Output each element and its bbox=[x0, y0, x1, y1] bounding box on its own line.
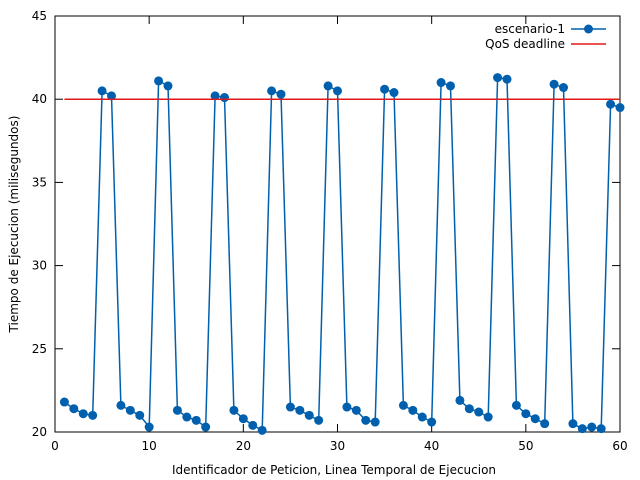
data-point bbox=[333, 86, 342, 96]
legend-label: escenario-1 bbox=[495, 22, 565, 36]
data-point bbox=[191, 415, 201, 425]
data-point bbox=[521, 409, 531, 419]
data-point bbox=[59, 397, 69, 407]
data-point bbox=[483, 412, 493, 422]
data-point bbox=[107, 91, 116, 101]
y-tick-label: 30 bbox=[32, 259, 47, 273]
plot-frame bbox=[54, 15, 621, 433]
data-point bbox=[257, 425, 267, 435]
data-point bbox=[304, 410, 314, 420]
data-point bbox=[530, 414, 540, 424]
data-point bbox=[116, 400, 126, 410]
data-point bbox=[502, 74, 512, 84]
data-point bbox=[163, 81, 173, 91]
data-point bbox=[154, 76, 164, 86]
data-point bbox=[295, 405, 305, 415]
data-point bbox=[464, 404, 474, 414]
data-point bbox=[172, 405, 182, 415]
y-tick-label: 45 bbox=[32, 9, 47, 23]
data-point bbox=[606, 99, 616, 109]
data-point bbox=[267, 86, 277, 96]
data-point bbox=[78, 409, 88, 419]
y-tick-label: 35 bbox=[32, 175, 47, 189]
data-point bbox=[201, 422, 211, 432]
data-point bbox=[474, 407, 484, 417]
y-tick-label: 40 bbox=[32, 92, 47, 106]
y-tick-label: 20 bbox=[32, 425, 47, 439]
data-point bbox=[238, 414, 248, 424]
series-line-escenario-1 bbox=[63, 76, 621, 432]
data-point bbox=[125, 405, 135, 415]
data-point bbox=[285, 402, 295, 412]
x-tick-label: 10 bbox=[142, 439, 157, 453]
x-tick-label: 60 bbox=[612, 439, 627, 453]
data-point bbox=[389, 88, 399, 98]
data-point bbox=[455, 395, 465, 405]
data-point bbox=[559, 83, 568, 93]
data-point bbox=[540, 419, 550, 429]
x-tick-label: 30 bbox=[330, 439, 345, 453]
data-point bbox=[69, 404, 79, 414]
data-point bbox=[436, 78, 446, 88]
data-point bbox=[220, 93, 229, 103]
data-point bbox=[408, 405, 418, 415]
data-point bbox=[493, 73, 503, 83]
data-point bbox=[229, 405, 239, 415]
data-point bbox=[417, 412, 427, 422]
data-point bbox=[587, 422, 597, 432]
legend-swatch-marker bbox=[584, 24, 593, 34]
data-point bbox=[549, 79, 559, 89]
data-point bbox=[248, 420, 258, 430]
data-point bbox=[97, 86, 107, 96]
data-point bbox=[88, 410, 98, 420]
data-point bbox=[577, 424, 587, 434]
y-tick-label: 25 bbox=[32, 342, 47, 356]
data-point bbox=[276, 89, 286, 99]
series-layer bbox=[59, 73, 625, 435]
data-point bbox=[511, 400, 521, 410]
data-point bbox=[323, 81, 333, 91]
x-tick-label: 40 bbox=[424, 439, 439, 453]
data-point bbox=[342, 402, 352, 412]
axes: 0 10 20 30 40 50 60 20 25 30 35 40 45 bbox=[32, 9, 628, 453]
data-point bbox=[182, 412, 192, 422]
data-point bbox=[615, 103, 625, 113]
x-axis-label: Identificador de Peticion, Linea Tempora… bbox=[172, 463, 496, 477]
data-point bbox=[568, 419, 578, 429]
x-tick-label: 0 bbox=[51, 439, 59, 453]
data-point bbox=[210, 91, 220, 101]
data-point bbox=[596, 424, 606, 434]
data-point bbox=[135, 410, 145, 420]
data-point bbox=[351, 405, 361, 415]
y-axis-label: Tiempo de Ejecucion (milisegundos) bbox=[7, 116, 21, 334]
data-point bbox=[380, 84, 390, 94]
x-tick-label: 50 bbox=[518, 439, 533, 453]
data-point bbox=[398, 400, 408, 410]
data-point bbox=[446, 81, 455, 91]
data-point bbox=[361, 415, 371, 425]
x-tick-label: 20 bbox=[236, 439, 251, 453]
data-point bbox=[427, 417, 437, 427]
data-point bbox=[314, 415, 324, 425]
data-point bbox=[370, 417, 380, 427]
legend-label: QoS deadline bbox=[485, 37, 565, 51]
data-point bbox=[144, 422, 154, 432]
